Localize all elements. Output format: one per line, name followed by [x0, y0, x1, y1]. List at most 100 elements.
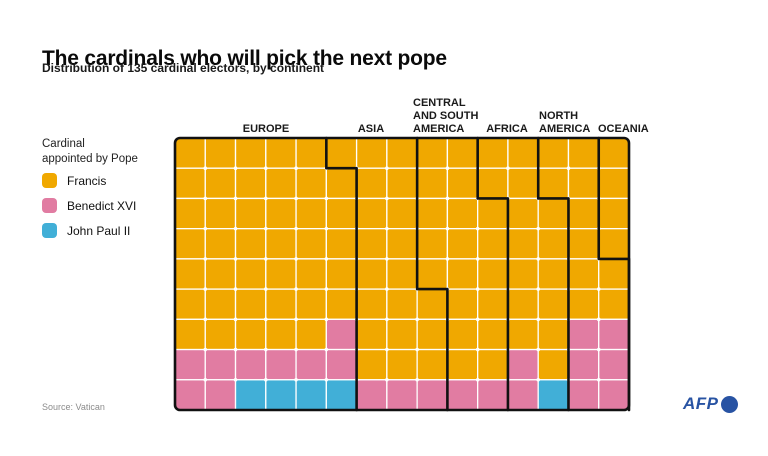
waffle-cell — [416, 197, 449, 230]
grid-dot — [536, 317, 540, 322]
waffle-cell — [537, 228, 570, 260]
waffle-cell — [204, 167, 237, 200]
continent-divider — [476, 136, 510, 412]
grid-dot — [445, 196, 450, 201]
grid-dot — [475, 377, 480, 382]
waffle-cell — [416, 137, 449, 169]
waffle-cell — [265, 348, 297, 381]
chart-outer-border — [173, 136, 631, 412]
grid-dot — [203, 226, 208, 231]
waffle-cell — [355, 258, 388, 290]
waffle-cell — [446, 258, 479, 290]
waffle-cell — [537, 348, 570, 381]
waffle-cell — [598, 288, 630, 320]
grid-dot — [264, 257, 268, 261]
waffle-cell — [416, 228, 449, 260]
waffle-cell — [295, 197, 327, 230]
waffle-cell — [325, 348, 358, 381]
waffle-cell — [567, 348, 600, 381]
waffle-cell — [325, 379, 358, 411]
grid-dot — [536, 287, 540, 291]
grid-dot — [203, 257, 208, 261]
grid-dot — [264, 347, 268, 352]
grid-dot — [264, 377, 268, 382]
waffle-cell — [567, 197, 600, 230]
waffle-cell — [295, 288, 327, 320]
waffle-cell — [386, 348, 418, 381]
grid-dot — [445, 226, 450, 231]
grid-dot — [233, 196, 238, 201]
grid-dot — [203, 287, 208, 291]
waffle-cell — [567, 258, 600, 290]
waffle-cell — [325, 197, 358, 230]
waffle-cell — [598, 137, 630, 169]
waffle-cell — [567, 379, 600, 411]
waffle-cell — [204, 379, 237, 411]
grid-dot — [264, 166, 268, 171]
waffle-cell — [537, 197, 570, 230]
waffle-cell — [265, 167, 297, 200]
grid-dot — [445, 257, 450, 261]
waffle-cell — [477, 137, 509, 169]
waffle-cell — [325, 167, 358, 200]
waffle-cell — [537, 288, 570, 320]
waffle-cell — [446, 288, 479, 320]
waffle-cell — [234, 137, 267, 169]
continent-divider — [536, 136, 570, 412]
waffle-cell — [416, 167, 449, 200]
waffle-cell — [537, 167, 570, 200]
grid-dot — [324, 317, 329, 322]
waffle-cell — [234, 379, 267, 411]
waffle-cell — [477, 379, 509, 411]
waffle-cell — [174, 348, 206, 381]
waffle-cell — [567, 167, 600, 200]
waffle-cell — [507, 318, 539, 351]
grid-dot — [445, 166, 450, 171]
waffle-cell — [355, 167, 388, 200]
waffle-cell — [446, 318, 479, 351]
continent-label-europe: EUROPE — [242, 123, 290, 135]
legend-entry-label: John Paul II — [67, 223, 131, 238]
grid-dot — [324, 287, 329, 291]
waffle-cell — [537, 258, 570, 290]
grid-dot — [233, 166, 238, 171]
waffle-cell — [355, 318, 388, 351]
waffle-cell — [355, 197, 388, 230]
waffle-cell — [355, 348, 388, 381]
waffle-cell — [204, 258, 237, 290]
continent-divider — [415, 136, 449, 412]
grid-dot — [536, 347, 540, 352]
waffle-cell — [386, 318, 418, 351]
waffle-cell — [386, 137, 418, 169]
waffle-cell — [355, 228, 388, 260]
grid-dot — [415, 347, 419, 352]
waffle-cell — [507, 137, 539, 169]
continent-label-central-south-america: CENTRAL AND SOUTH AMERICA — [413, 97, 479, 135]
waffle-cell — [355, 379, 388, 411]
afp-logo: AFP — [683, 394, 738, 414]
waffle-cell — [386, 258, 418, 290]
grid-dot — [536, 257, 540, 261]
waffle-cell — [204, 288, 237, 320]
waffle-cell — [234, 318, 267, 351]
grid-dot — [506, 166, 510, 171]
grid-dot — [475, 317, 480, 322]
grid-dot — [203, 317, 208, 322]
waffle-cell — [295, 348, 327, 381]
legend-entry-benedict: Benedict XVI — [42, 198, 136, 213]
waffle-cell — [507, 167, 539, 200]
grid-dot — [385, 317, 389, 322]
waffle-cell — [234, 228, 267, 260]
grid-dot — [385, 226, 389, 231]
waffle-cell — [265, 288, 297, 320]
waffle-cell — [204, 197, 237, 230]
waffle-cell — [386, 197, 418, 230]
continent-label-asia: ASIA — [357, 123, 385, 135]
waffle-cell — [477, 167, 509, 200]
grid-dot — [475, 287, 480, 291]
waffle-cell — [507, 258, 539, 290]
waffle-cell — [567, 228, 600, 260]
legend-entry-john-paul: John Paul II — [42, 223, 130, 238]
waffle-cell — [446, 167, 479, 200]
waffle-cell — [446, 379, 479, 411]
